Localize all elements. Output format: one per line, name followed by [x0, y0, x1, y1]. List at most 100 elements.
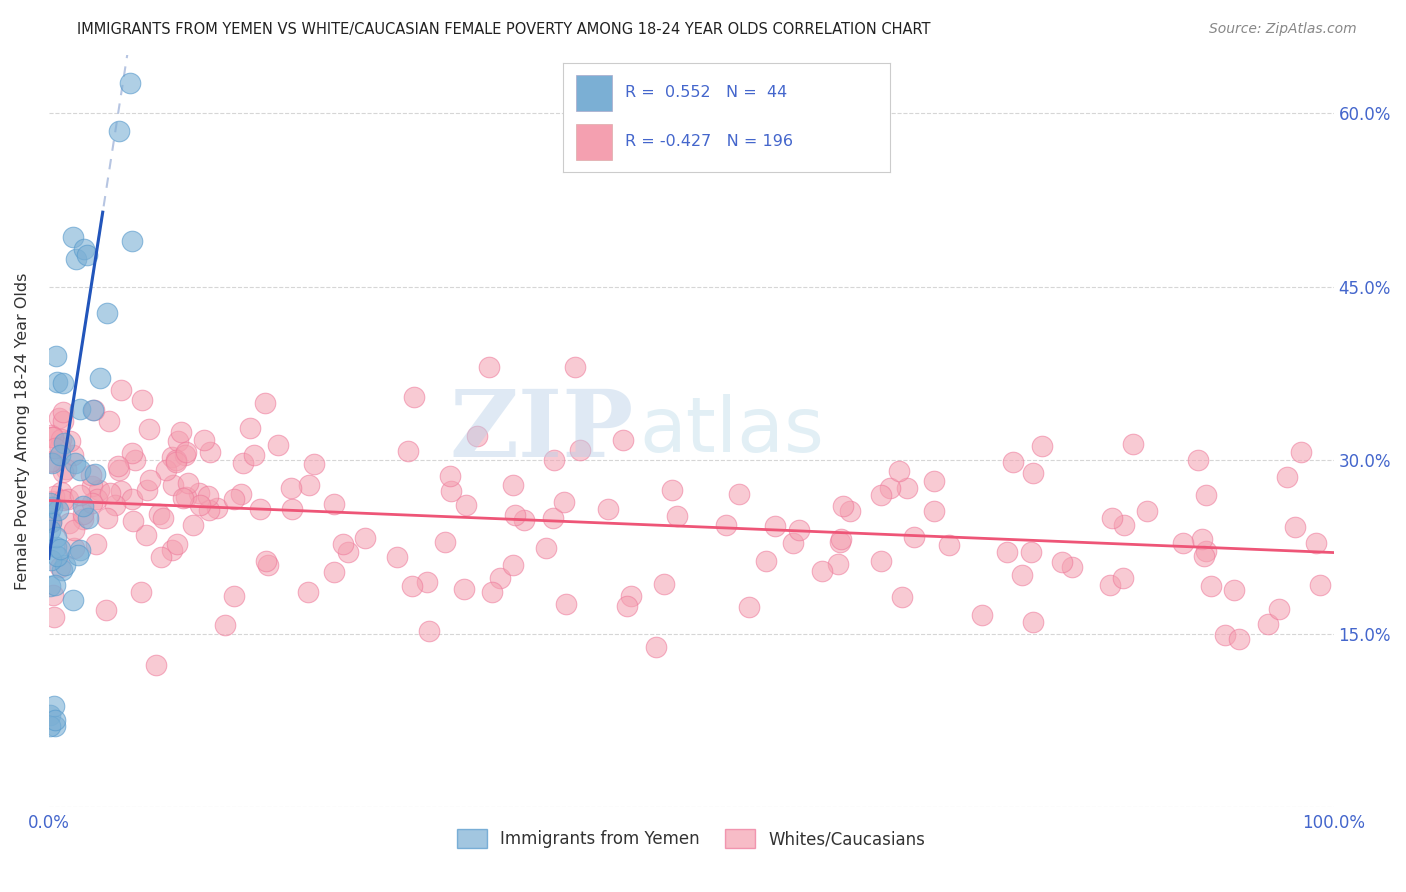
Point [39, 578, 62, 592]
Point [97, 414, 120, 428]
Point [652, 576, 675, 591]
Point [45, 530, 67, 544]
Point [280, 481, 302, 495]
Point [165, 452, 187, 467]
Point [1195, 544, 1218, 558]
Point [1284, 519, 1306, 533]
Point [39, 514, 62, 528]
Point [612, 433, 634, 447]
Point [1187, 453, 1209, 467]
Point [53, 435, 76, 450]
Point [181, 517, 204, 532]
Point [616, 599, 638, 614]
Point [249, 502, 271, 516]
Point [72, 508, 94, 522]
Point [787, 523, 810, 537]
Point [59, 434, 82, 448]
Point [385, 549, 408, 564]
Point [45, 540, 67, 554]
Point [63, 457, 86, 471]
Point [543, 511, 565, 525]
Point [266, 438, 288, 452]
Point [48, 560, 70, 574]
Point [166, 537, 188, 551]
Point [1275, 470, 1298, 484]
Point [534, 541, 557, 555]
Point [107, 459, 129, 474]
Point [239, 421, 262, 435]
Point [174, 445, 197, 459]
Point [465, 429, 488, 443]
Point [456, 498, 478, 512]
Point [1199, 578, 1222, 592]
Point [83, 403, 105, 417]
Point [73, 242, 96, 256]
Point [52, 405, 75, 419]
Point [1194, 549, 1216, 563]
Point [596, 502, 619, 516]
Point [332, 537, 354, 551]
Point [564, 360, 586, 375]
Point [110, 484, 132, 499]
Point [39, 708, 62, 723]
Point [297, 477, 319, 491]
Point [63, 524, 86, 538]
Point [193, 433, 215, 447]
Point [1122, 437, 1144, 451]
Point [52, 376, 75, 391]
Point [870, 488, 893, 502]
Point [1227, 632, 1250, 646]
Point [104, 498, 127, 512]
Point [55, 558, 77, 572]
Point [503, 508, 526, 523]
Point [243, 449, 266, 463]
Point [832, 499, 855, 513]
Point [52, 466, 75, 480]
Point [80, 496, 103, 510]
Point [513, 512, 536, 526]
Point [553, 495, 575, 509]
Point [39, 496, 62, 510]
Point [1291, 445, 1313, 459]
Point [489, 571, 512, 585]
Point [1031, 439, 1053, 453]
Point [118, 76, 141, 90]
Point [45, 376, 67, 390]
Point [98, 485, 121, 500]
Point [322, 497, 344, 511]
Point [281, 501, 304, 516]
Point [173, 448, 195, 462]
Point [763, 519, 786, 533]
Point [198, 502, 221, 516]
Point [903, 530, 925, 544]
Point [152, 511, 174, 525]
Point [177, 475, 200, 490]
Point [353, 532, 375, 546]
Point [869, 554, 891, 568]
Point [155, 463, 177, 477]
Point [1223, 582, 1246, 597]
Point [1305, 536, 1327, 550]
Point [1019, 545, 1042, 559]
Point [1191, 533, 1213, 547]
Point [402, 390, 425, 404]
Point [58, 492, 80, 507]
Point [554, 597, 576, 611]
Point [39, 515, 62, 529]
Text: IMMIGRANTS FROM YEMEN VS WHITE/CAUCASIAN FEMALE POVERTY AMONG 18-24 YEAR OLDS CO: IMMIGRANTS FROM YEMEN VS WHITE/CAUCASIAN… [77, 22, 931, 37]
Point [297, 584, 319, 599]
Text: Source: ZipAtlas.com: Source: ZipAtlas.com [1209, 22, 1357, 37]
Point [323, 566, 346, 580]
Point [41, 430, 63, 444]
Point [41, 454, 63, 468]
Point [922, 474, 945, 488]
Point [46, 503, 69, 517]
Point [62, 230, 84, 244]
Point [738, 599, 761, 614]
Point [887, 464, 910, 478]
Point [890, 591, 912, 605]
Point [160, 450, 183, 464]
Point [1052, 556, 1074, 570]
Point [65, 252, 87, 266]
Point [69, 543, 91, 558]
